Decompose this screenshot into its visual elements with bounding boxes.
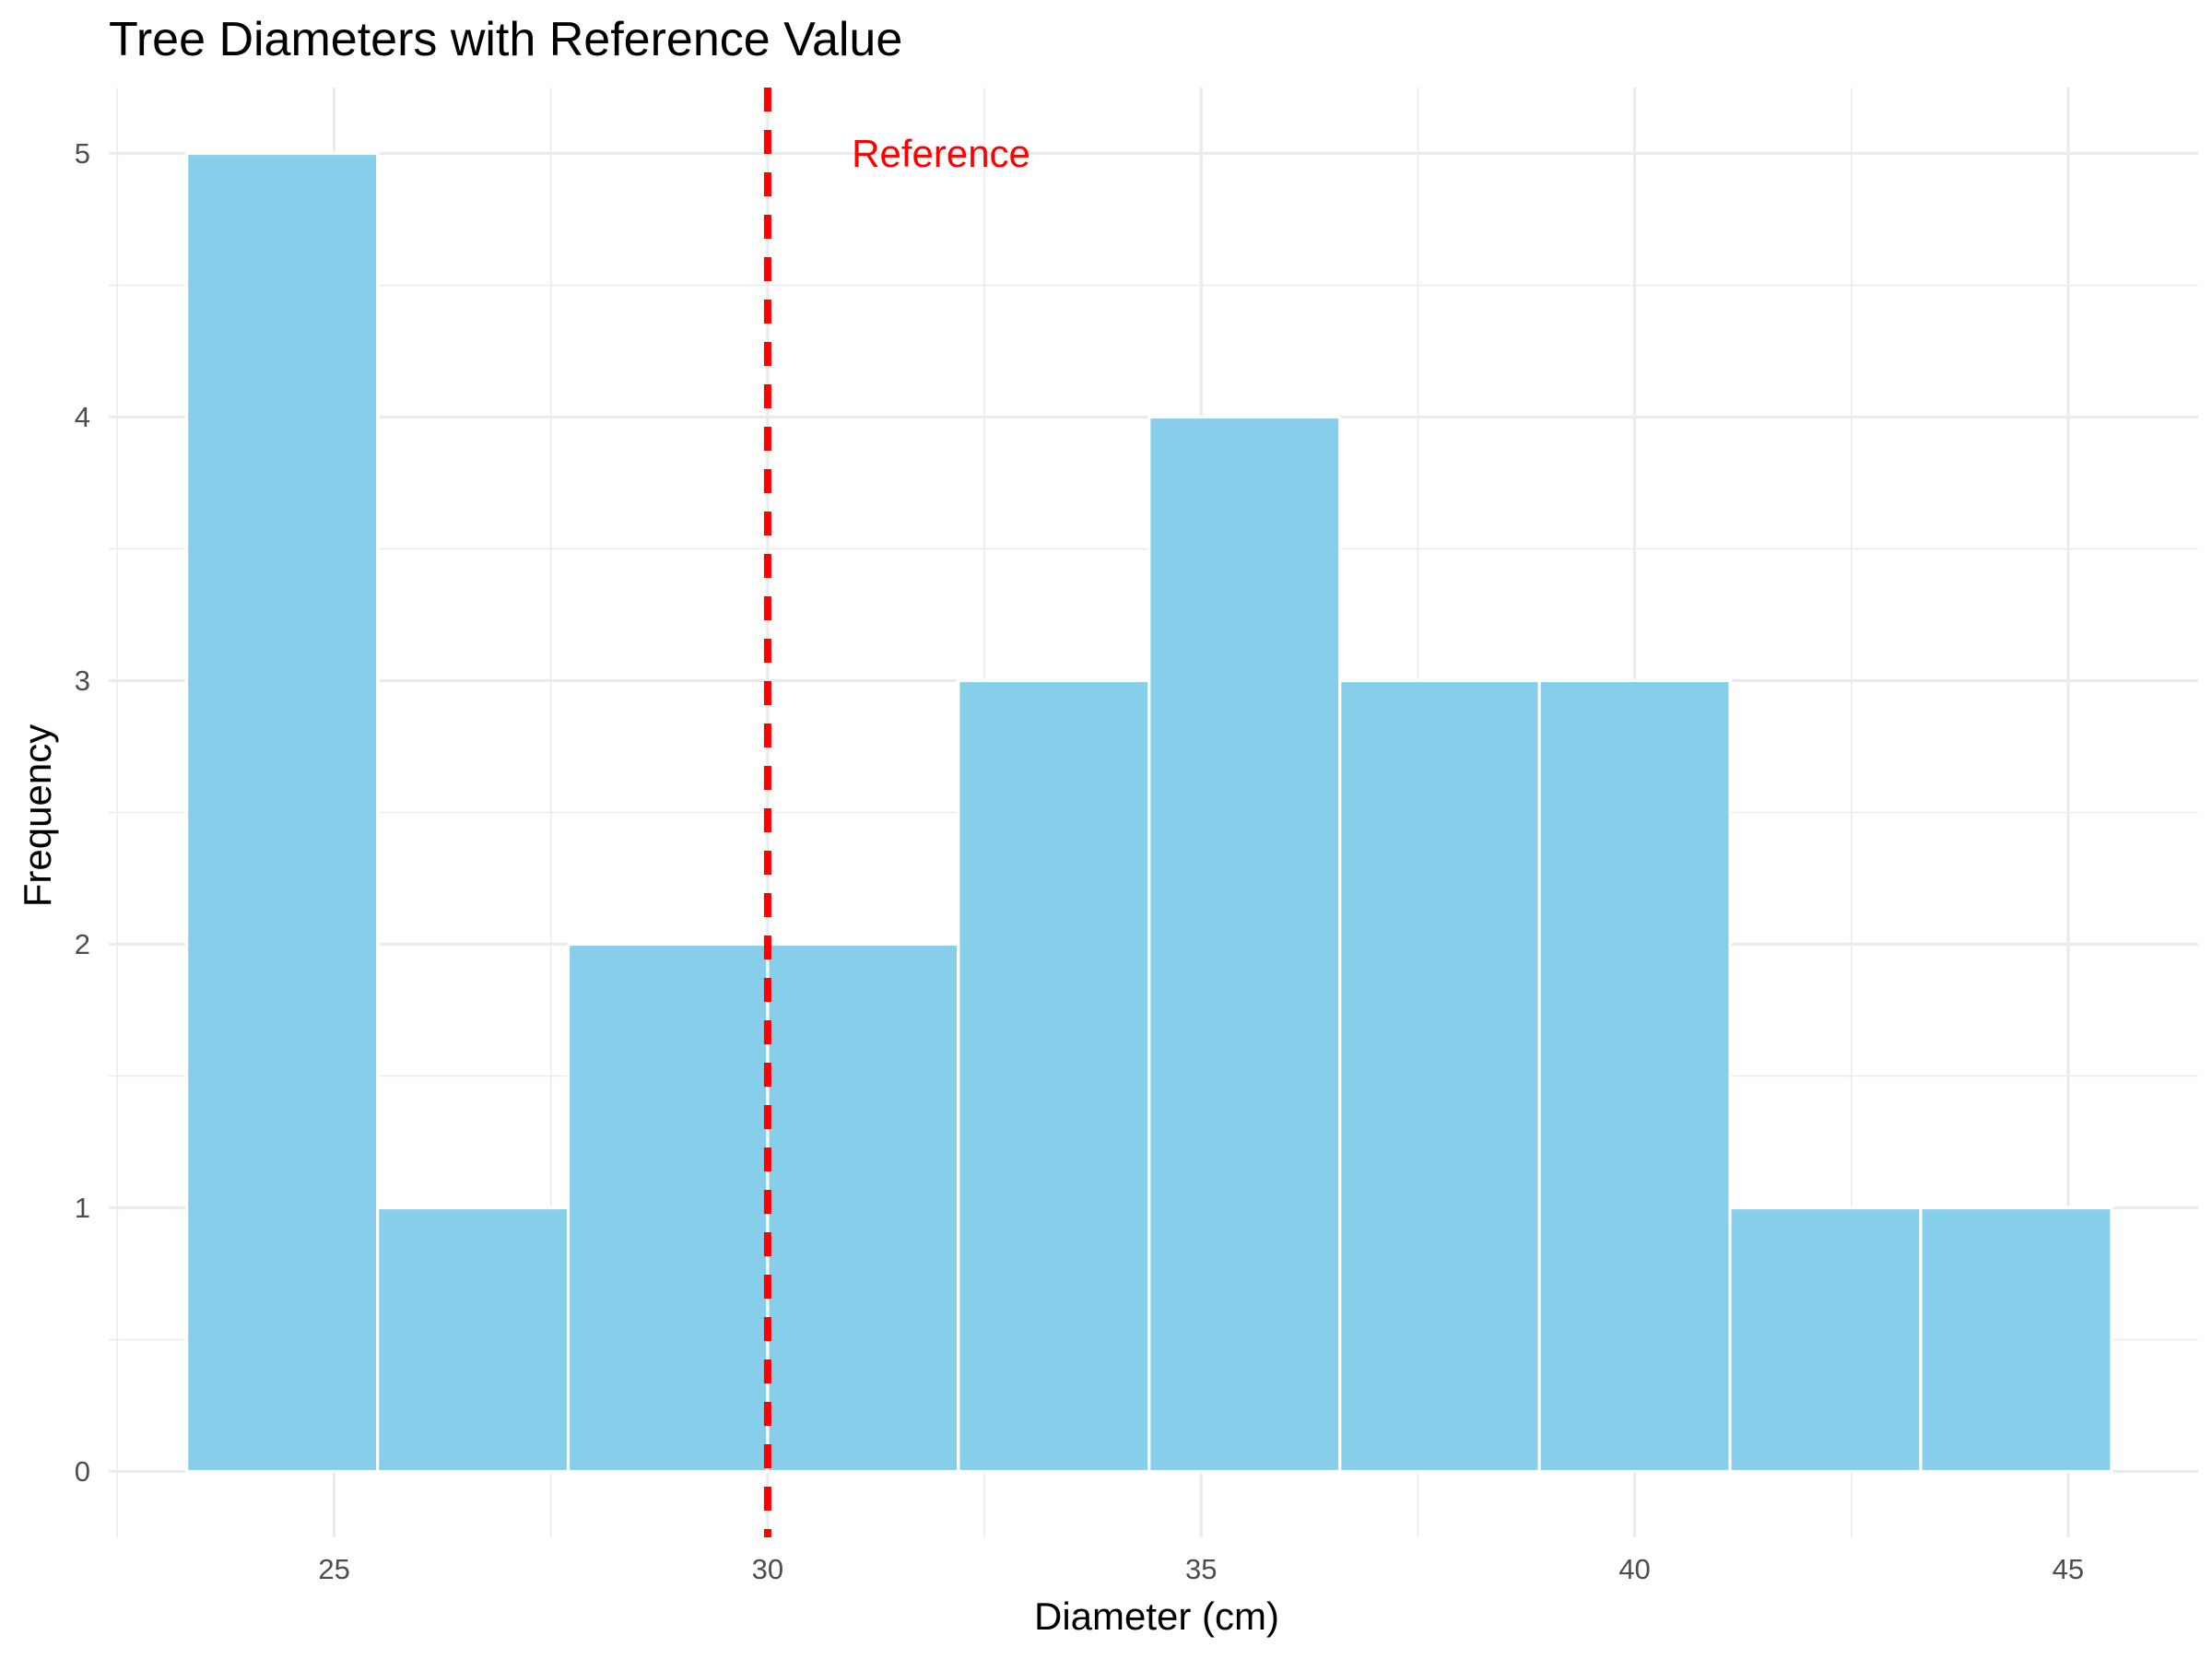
x-tick-labels: 25 30 35 40 45 <box>318 1553 2084 1585</box>
x-tick-label: 40 <box>1618 1553 1650 1585</box>
histogram-bar <box>1919 1206 2113 1474</box>
y-tick-label: 0 <box>75 1455 90 1488</box>
reference-label: Reference <box>852 132 1030 175</box>
y-tick-label: 1 <box>75 1192 90 1224</box>
histogram-bar <box>185 151 380 1474</box>
histogram-bar <box>1537 678 1732 1474</box>
x-tick-label: 35 <box>1185 1553 1217 1585</box>
histogram-bar <box>566 942 770 1474</box>
histogram-bar <box>1728 1206 1923 1474</box>
reference-line-group: Reference <box>763 88 1030 1537</box>
x-tick-label: 30 <box>752 1553 783 1585</box>
x-axis-label: Diameter (cm) <box>1034 1594 1279 1638</box>
y-tick-label: 2 <box>75 928 90 960</box>
x-tick-label: 45 <box>2053 1553 2084 1585</box>
x-tick-label: 25 <box>318 1553 349 1585</box>
y-tick-label: 4 <box>75 401 90 433</box>
y-tick-label: 3 <box>75 665 90 697</box>
chart-title: Tree Diameters with Reference Value <box>109 13 902 66</box>
histogram-bar <box>1338 678 1541 1474</box>
histogram-bar <box>766 942 960 1474</box>
histogram-bar <box>957 678 1151 1474</box>
y-axis-label: Frequency <box>16 724 59 907</box>
y-tick-labels: 0 1 2 3 4 5 <box>75 137 90 1488</box>
histogram-bar <box>376 1206 571 1474</box>
histogram-bar <box>1147 415 1342 1474</box>
y-tick-label: 5 <box>75 137 90 170</box>
histogram-bars <box>185 151 2113 1474</box>
